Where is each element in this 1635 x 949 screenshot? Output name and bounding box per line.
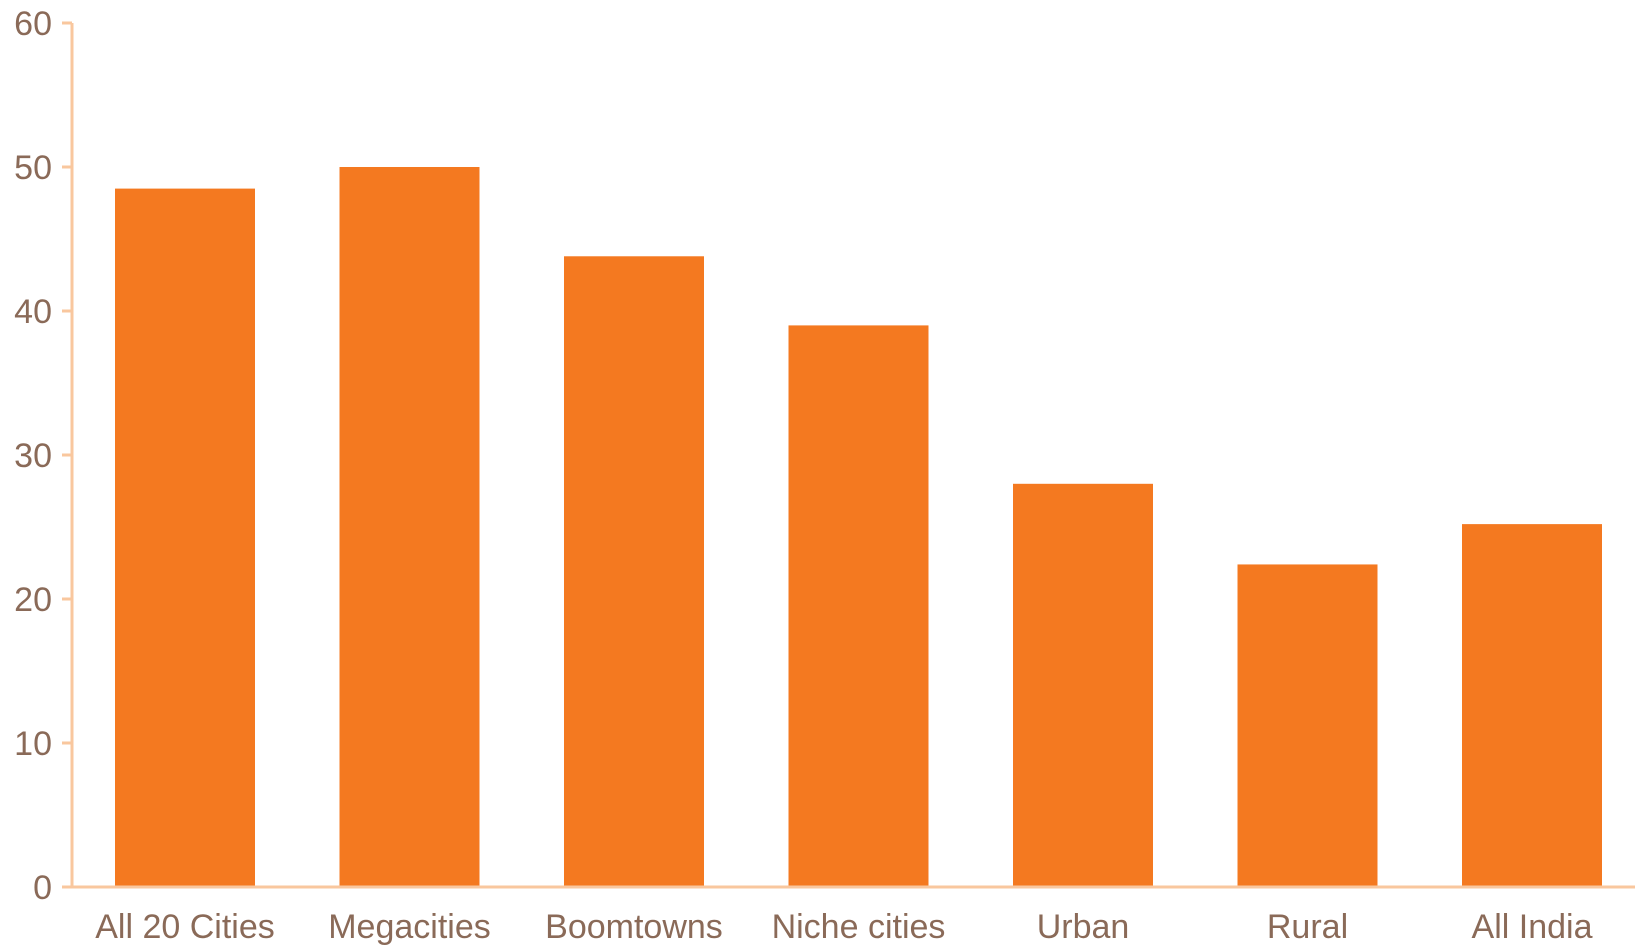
bar-all-20-cities — [115, 188, 255, 888]
y-tick-label: 50 — [14, 149, 52, 187]
x-tick-label: Rural — [1267, 908, 1348, 946]
bar-urban — [1013, 483, 1153, 887]
x-tick-label: Boomtowns — [545, 908, 723, 946]
x-tick-label: All India — [1472, 908, 1593, 946]
bars-group — [115, 167, 1602, 888]
bar-niche-cities — [788, 325, 929, 887]
bar-boomtowns — [564, 256, 704, 887]
y-tick-label: 40 — [14, 293, 52, 331]
bar-all-india — [1462, 524, 1602, 887]
y-axis-ticks: 0 10 20 30 40 50 60 — [14, 5, 72, 907]
bar-rural — [1237, 564, 1378, 887]
x-tick-label: Niche cities — [772, 908, 946, 946]
y-tick-label: 0 — [33, 869, 52, 907]
bar-megacities — [339, 167, 480, 887]
x-tick-label: All 20 Cities — [95, 908, 275, 946]
x-tick-label: Urban — [1037, 908, 1130, 946]
x-axis-labels: All 20 Cities Megacities Boomtowns Niche ci… — [95, 908, 1592, 946]
y-tick-label: 20 — [14, 581, 52, 619]
y-tick-label: 30 — [14, 437, 52, 475]
x-tick-label: Megacities — [328, 908, 491, 946]
y-tick-label: 60 — [14, 5, 52, 43]
y-tick-label: 10 — [14, 725, 52, 763]
